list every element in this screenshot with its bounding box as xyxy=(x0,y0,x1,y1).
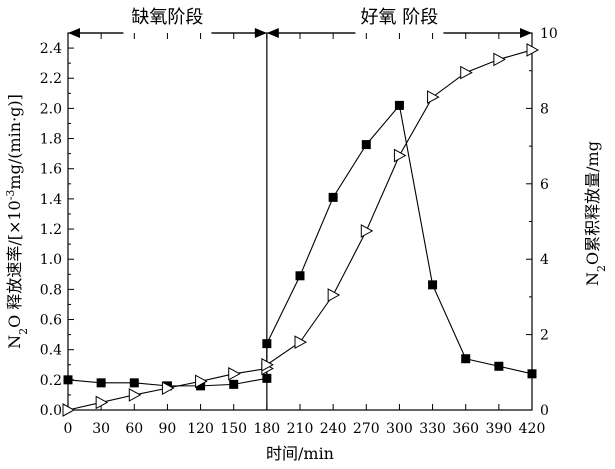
phase-annotations: 缺氧阶段 好氧 阶段 xyxy=(68,7,532,45)
x-tick-label: 270 xyxy=(353,421,380,437)
x-tick-label: 120 xyxy=(187,421,214,437)
left-y-tick-label: 0.8 xyxy=(40,282,62,298)
data-point-triangle xyxy=(360,224,374,238)
phase-label: 好氧 阶段 xyxy=(361,7,439,28)
x-tick-label: 210 xyxy=(287,421,314,437)
phase-arrowhead-right xyxy=(254,28,267,38)
series-1 xyxy=(63,100,537,391)
data-point-square xyxy=(129,378,139,388)
left-y-tick-label: 2.4 xyxy=(40,41,62,57)
data-point-triangle xyxy=(393,148,407,163)
right-y-tick-label: 2 xyxy=(540,328,549,344)
left-y-axis-ticks: 0.0 0.2 0.4 0.6 0.8 1.0 1.2 1.4 1.6 1.8 2.0 2.2 2.4 xyxy=(40,41,74,419)
axis-label-part: mg/(min·g)] xyxy=(5,94,24,189)
left-y-tick-label: 0.6 xyxy=(40,313,62,329)
x-tick-label: 420 xyxy=(519,421,546,437)
left-y-tick-label: 1.6 xyxy=(40,162,62,178)
data-point-triangle xyxy=(128,388,142,402)
data-point-square xyxy=(494,361,504,371)
axis-label-part: O 释放速率/[×10 xyxy=(5,200,24,328)
series-line xyxy=(67,104,533,387)
right-y-tick-label: 0 xyxy=(540,403,549,419)
axis-label-part: N xyxy=(5,335,24,349)
left-y-tick-label: 1.4 xyxy=(40,192,62,208)
left-y-tick-label: 0.2 xyxy=(40,373,62,389)
left-y-tick-label: 1.8 xyxy=(40,132,62,148)
axis-label-part: 2 xyxy=(17,328,30,335)
data-point-square xyxy=(262,339,272,349)
plot-frame xyxy=(67,32,533,411)
data-point-square xyxy=(361,140,371,150)
data-point-triangle xyxy=(161,381,175,395)
phase-label-bg xyxy=(123,19,212,45)
left-y-tick-label: 0.4 xyxy=(40,343,62,359)
x-tick-label: 150 xyxy=(220,421,247,437)
data-point-square xyxy=(527,369,537,379)
data-point-square xyxy=(63,375,73,385)
data-point-square xyxy=(229,379,239,389)
data-point-triangle xyxy=(294,335,308,349)
data-point-square xyxy=(96,378,106,388)
series-layer xyxy=(62,43,540,417)
left-y-tick-label: 2.2 xyxy=(40,71,62,87)
series-2 xyxy=(62,43,540,417)
phase-label-bg xyxy=(355,19,444,45)
right-y-tick-label: 4 xyxy=(540,252,549,268)
data-point-square xyxy=(328,192,338,202)
x-tick-label: 330 xyxy=(419,421,446,437)
data-point-triangle xyxy=(95,395,109,410)
x-tick-label: 0 xyxy=(64,421,73,437)
right-y-tick-label: 10 xyxy=(540,26,558,42)
data-point-square xyxy=(394,100,404,110)
x-tick-label: 180 xyxy=(253,421,280,437)
data-point-triangle xyxy=(228,366,241,381)
data-point-triangle xyxy=(62,403,76,417)
data-point-triangle xyxy=(195,374,208,389)
data-point-triangle xyxy=(261,357,274,372)
x-axis-label: 时间/min xyxy=(266,444,334,463)
data-point-square xyxy=(295,271,305,281)
data-point-square xyxy=(196,381,206,391)
phase-label: 缺氧阶段 xyxy=(131,7,203,28)
phase-arrowhead-left xyxy=(266,28,279,38)
data-point-triangle xyxy=(493,52,506,67)
data-point-triangle xyxy=(427,90,440,104)
axis-label-part: O累积释放量/mg xyxy=(583,141,602,265)
right-y-axis-label: N2O累积释放量/mg xyxy=(583,141,608,286)
plot-border xyxy=(67,32,533,411)
left-y-axis-label: N2O 释放速率/[×10-3mg/(min·g)] xyxy=(4,94,30,349)
x-axis-ticks: 0 30 60 90 120 150 180 210 240 270 300 330 360 390 420 xyxy=(64,33,546,437)
axis-label-part: -3 xyxy=(4,190,17,201)
data-point-square xyxy=(428,280,438,290)
right-y-tick-label: 8 xyxy=(540,101,549,117)
x-tick-label: 90 xyxy=(159,421,177,437)
axis-label-part: 2 xyxy=(595,265,608,272)
series-line xyxy=(67,49,533,411)
data-point-triangle xyxy=(460,65,473,80)
phase-arrowhead-left xyxy=(68,28,80,38)
x-tick-label: 60 xyxy=(125,421,143,437)
right-y-axis-ticks: 0 2 4 6 8 10 xyxy=(526,26,558,419)
left-y-tick-label: 2.0 xyxy=(40,101,62,117)
right-y-tick-label: 6 xyxy=(540,177,549,193)
x-tick-label: 390 xyxy=(485,421,512,437)
x-tick-label: 240 xyxy=(320,421,347,437)
left-y-tick-label: 1.2 xyxy=(40,222,62,238)
data-point-square xyxy=(461,354,471,364)
x-tick-label: 360 xyxy=(452,421,479,437)
x-tick-label: 30 xyxy=(92,421,110,437)
axis-label-part: N xyxy=(583,272,602,286)
left-y-tick-label: 1.0 xyxy=(40,252,62,268)
data-point-triangle xyxy=(526,43,540,57)
data-point-triangle xyxy=(327,288,341,302)
x-tick-label: 300 xyxy=(386,421,413,437)
data-point-square xyxy=(262,373,272,383)
left-y-tick-label: 0.0 xyxy=(40,403,62,419)
